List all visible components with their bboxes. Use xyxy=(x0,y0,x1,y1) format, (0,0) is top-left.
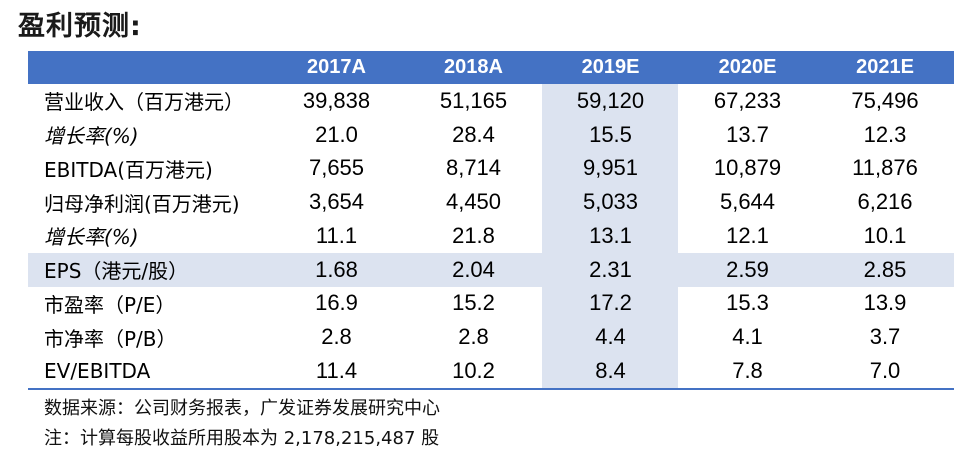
table-row: 归母净利润(百万港元) 3,654 4,450 5,033 5,644 6,21… xyxy=(28,185,954,219)
cell-2020e: 2.59 xyxy=(726,256,769,282)
highlight-column-2019e xyxy=(542,84,678,388)
table-header: 2017A 2018A 2019E 2020E 2021E xyxy=(28,51,954,84)
cell-2021e: 12.3 xyxy=(863,121,907,147)
header-2017a: 2017A xyxy=(307,56,366,78)
cell-2017a: 7,655 xyxy=(308,155,365,181)
cell-2017a: 39,838 xyxy=(302,87,371,113)
header-2020e: 2020E xyxy=(718,56,777,78)
cell-2017a: 11.4 xyxy=(315,357,358,383)
row-label: EBITDA(百万港元) xyxy=(44,157,213,182)
cell-2019e: 13.1 xyxy=(589,222,632,248)
row-label: 增长率(%) xyxy=(44,124,139,149)
row-label: 市净率（P/B） xyxy=(44,326,177,351)
table-row: 增长率(%) 21.0 28.4 15.5 13.7 12.3 xyxy=(28,118,954,152)
cell-2020e: 4.1 xyxy=(732,324,763,350)
table-row: 市盈率（P/E） 16.9 15.2 17.2 15.3 13.9 xyxy=(28,287,954,321)
row-label: 增长率(%) xyxy=(44,225,139,250)
table-row: 营业收入（百万港元） 39,838 51,165 59,120 67,233 7… xyxy=(28,84,954,118)
cell-2018a: 8,714 xyxy=(445,155,502,181)
cell-2019e: 17.2 xyxy=(589,290,632,316)
cell-2018a: 15.2 xyxy=(452,290,495,316)
cell-2017a: 16.9 xyxy=(315,290,358,316)
cell-2020e: 5,644 xyxy=(719,189,776,215)
table-row-eps-highlight: EPS（港元/股） 1.68 2.04 2.31 2.59 2.85 xyxy=(28,252,954,287)
footnote: 注：计算每股收益所用股本为 2,178,215,487 股 xyxy=(44,428,440,449)
row-label: 营业收入（百万港元） xyxy=(44,90,244,115)
cell-2017a: 3,654 xyxy=(308,189,365,215)
table-row: 增长率(%) 11.1 21.8 13.1 12.1 10.1 xyxy=(28,219,954,253)
cell-2019e: 9,951 xyxy=(582,155,639,181)
cell-2017a: 2.8 xyxy=(321,324,352,350)
cell-2021e: 7.0 xyxy=(869,357,901,383)
cell-2020e: 15.3 xyxy=(726,290,769,316)
header-2021e: 2021E xyxy=(856,56,914,78)
cell-2017a: 1.68 xyxy=(315,256,358,282)
row-label: 市盈率（P/E） xyxy=(44,292,176,317)
forecast-table: 2017A 2018A 2019E 2020E 2021E 营业收入（百万港元）… xyxy=(28,51,954,390)
cell-2020e: 67,233 xyxy=(713,87,782,113)
cell-2018a: 2.04 xyxy=(452,256,495,282)
cell-2018a: 10.2 xyxy=(452,357,495,383)
row-label: EPS（港元/股） xyxy=(44,259,189,284)
cell-2020e: 13.7 xyxy=(726,121,769,147)
cell-2021e: 13.9 xyxy=(863,290,907,316)
cell-2019e: 15.5 xyxy=(589,121,632,147)
cell-2020e: 10,879 xyxy=(713,155,782,181)
table-row: EBITDA(百万港元) 7,655 8,714 9,951 10,879 11… xyxy=(28,152,954,186)
cell-2021e: 2.85 xyxy=(863,256,907,282)
cell-2020e: 12.1 xyxy=(726,222,769,248)
row-label: 归母净利润(百万港元) xyxy=(44,191,240,216)
cell-2021e: 6,216 xyxy=(857,189,913,215)
cell-2018a: 2.8 xyxy=(458,324,489,350)
cell-2018a: 4,450 xyxy=(445,189,502,215)
cell-2021e: 3.7 xyxy=(869,324,901,350)
cell-2021e: 11,876 xyxy=(852,155,918,181)
cell-2019e: 59,120 xyxy=(576,87,645,113)
cell-2019e: 4.4 xyxy=(595,324,626,350)
cell-2018a: 21.8 xyxy=(452,222,495,248)
cell-2019e: 5,033 xyxy=(582,189,639,215)
row-label: EV/EBITDA xyxy=(44,358,151,383)
cell-2021e: 10.1 xyxy=(863,222,907,248)
header-2018a: 2018A xyxy=(444,56,503,78)
cell-2019e: 8.4 xyxy=(595,357,626,383)
table-bottom-rule xyxy=(28,388,954,390)
table-row: 市净率（P/B） 2.8 2.8 4.4 4.1 3.7 xyxy=(28,320,954,354)
data-source-note: 数据来源：公司财务报表，广发证券发展研究中心 xyxy=(44,398,440,419)
cell-2020e: 7.8 xyxy=(732,357,763,383)
table-row: EV/EBITDA 11.4 10.2 8.4 7.8 7.0 xyxy=(28,354,954,388)
cell-2021e: 75,496 xyxy=(851,87,919,113)
cell-2018a: 51,165 xyxy=(439,87,508,113)
header-2019e: 2019E xyxy=(581,56,640,78)
cell-2018a: 28.4 xyxy=(452,121,495,147)
cell-2017a: 21.0 xyxy=(315,121,358,147)
cell-2017a: 11.1 xyxy=(315,222,358,248)
page-title: 盈利预测: xyxy=(18,11,142,42)
table-body: 营业收入（百万港元） 39,838 51,165 59,120 67,233 7… xyxy=(28,84,954,388)
cell-2019e: 2.31 xyxy=(589,256,632,282)
